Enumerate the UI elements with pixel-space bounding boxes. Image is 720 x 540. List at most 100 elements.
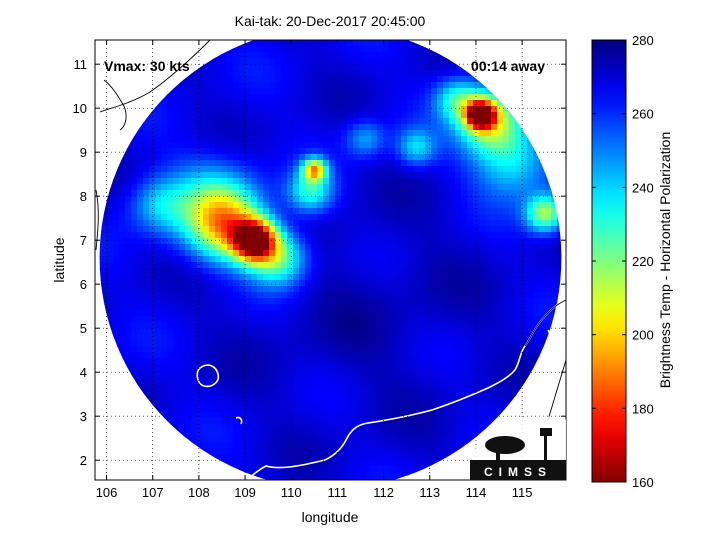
swath-cell: [401, 400, 408, 407]
swath-cell: [299, 418, 306, 425]
swath-cell: [239, 346, 246, 353]
swath-cell: [269, 466, 276, 473]
swath-cell: [425, 208, 432, 215]
swath-cell: [269, 70, 276, 77]
swath-cell: [365, 448, 372, 455]
swath-cell: [551, 250, 558, 257]
swath-cell: [491, 358, 498, 365]
swath-cell: [275, 472, 282, 479]
swath-cell: [431, 166, 438, 173]
swath-cell: [485, 208, 492, 215]
swath-cell: [107, 220, 114, 227]
swath-cell: [179, 88, 186, 95]
swath-cell: [245, 388, 252, 395]
swath-cell: [509, 292, 516, 299]
swath-cell: [425, 328, 432, 335]
swath-cell: [263, 442, 270, 449]
swath-cell: [203, 214, 210, 221]
swath-cell: [485, 94, 492, 101]
swath-cell: [173, 370, 180, 377]
swath-cell: [395, 94, 402, 101]
swath-cell: [227, 400, 234, 407]
swath-cell: [143, 352, 150, 359]
swath-cell: [251, 460, 258, 467]
swath-cell: [323, 298, 330, 305]
swath-cell: [467, 238, 474, 245]
swath-cell: [455, 322, 462, 329]
swath-cell: [335, 142, 342, 149]
swath-cell: [161, 166, 168, 173]
swath-cell: [461, 346, 468, 353]
swath-cell: [347, 466, 354, 473]
swath-cell: [467, 412, 474, 419]
swath-cell: [461, 136, 468, 143]
swath-cell: [479, 412, 486, 419]
swath-cell: [311, 418, 318, 425]
swath-cell: [359, 124, 366, 131]
swath-cell: [479, 370, 486, 377]
swath-cell: [203, 346, 210, 353]
swath-cell: [251, 52, 258, 59]
swath-cell: [263, 52, 270, 59]
swath-cell: [491, 178, 498, 185]
swath-cell: [467, 352, 474, 359]
swath-cell: [383, 352, 390, 359]
swath-cell: [377, 472, 384, 479]
swath-cell: [233, 58, 240, 65]
swath-cell: [275, 292, 282, 299]
swath-cell: [491, 124, 498, 131]
swath-cell: [311, 220, 318, 227]
swath-cell: [413, 448, 420, 455]
swath-cell: [209, 130, 216, 137]
swath-cell: [371, 196, 378, 203]
swath-cell: [419, 262, 426, 269]
swath-cell: [509, 358, 516, 365]
swath-cell: [539, 190, 546, 197]
swath-cell: [473, 190, 480, 197]
swath-cell: [497, 250, 504, 257]
swath-cell: [245, 436, 252, 443]
swath-cell: [329, 58, 336, 65]
swath-cell: [407, 328, 414, 335]
swath-cell: [443, 106, 450, 113]
swath-cell: [491, 190, 498, 197]
swath-cell: [401, 334, 408, 341]
swath-cell: [305, 190, 312, 197]
swath-cell: [395, 76, 402, 83]
swath-cell: [263, 400, 270, 407]
swath-cell: [371, 118, 378, 125]
swath-cell: [167, 106, 174, 113]
swath-cell: [257, 406, 264, 413]
swath-cell: [443, 376, 450, 383]
swath-cell: [413, 238, 420, 245]
swath-cell: [389, 148, 396, 155]
swath-cell: [245, 106, 252, 113]
swath-cell: [551, 286, 558, 293]
swath-cell: [365, 250, 372, 257]
swath-cell: [353, 220, 360, 227]
swath-cell: [359, 226, 366, 233]
swath-cell: [257, 196, 264, 203]
swath-cell: [191, 394, 198, 401]
swath-cell: [209, 346, 216, 353]
swath-cell: [197, 112, 204, 119]
swath-cell: [341, 148, 348, 155]
swath-cell: [515, 370, 522, 377]
swath-cell: [497, 394, 504, 401]
swath-cell: [329, 382, 336, 389]
swath-cell: [515, 388, 522, 395]
swath-cell: [467, 286, 474, 293]
swath-cell: [197, 274, 204, 281]
swath-cell: [203, 322, 210, 329]
swath-cell: [173, 118, 180, 125]
swath-cell: [533, 304, 540, 311]
swath-cell: [491, 400, 498, 407]
swath-cell: [215, 256, 222, 263]
swath-cell: [287, 166, 294, 173]
swath-cell: [215, 334, 222, 341]
swath-cell: [491, 154, 498, 161]
swath-cell: [473, 262, 480, 269]
swath-cell: [299, 142, 306, 149]
swath-cell: [551, 226, 558, 233]
swath-cell: [551, 268, 558, 275]
